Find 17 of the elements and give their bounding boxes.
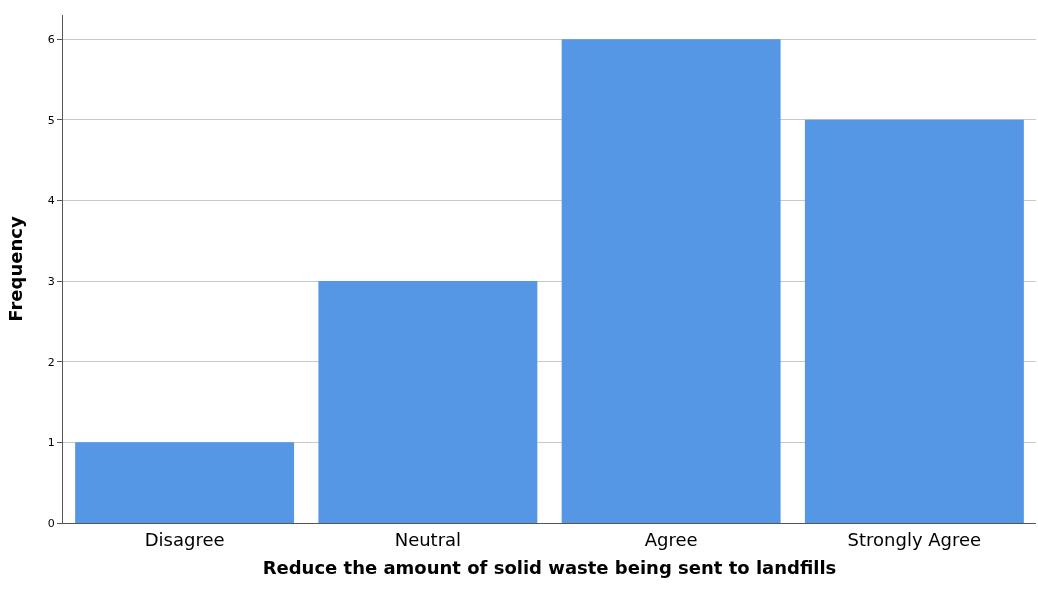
y-tick-label: 3 — [47, 274, 55, 288]
x-tick-label: Agree — [644, 528, 698, 550]
x-tick-label: Neutral — [394, 528, 462, 550]
bar — [561, 39, 781, 523]
x-axis-title: Reduce the amount of solid waste being sent to landfills — [262, 556, 837, 578]
x-tick-label: Strongly Agree — [847, 528, 982, 550]
y-tick-label: 5 — [47, 113, 55, 127]
y-axis-title: Frequency — [5, 216, 26, 322]
y-tick-label: 6 — [47, 33, 55, 47]
y-tick-label: 0 — [47, 516, 55, 530]
bar — [75, 442, 295, 523]
y-tick-label: 2 — [47, 355, 55, 369]
y-tick-label: 1 — [47, 436, 55, 450]
y-tick-label: 4 — [47, 194, 55, 208]
bar — [804, 119, 1024, 523]
x-tick-label: Disagree — [144, 528, 225, 550]
bar — [318, 281, 538, 523]
